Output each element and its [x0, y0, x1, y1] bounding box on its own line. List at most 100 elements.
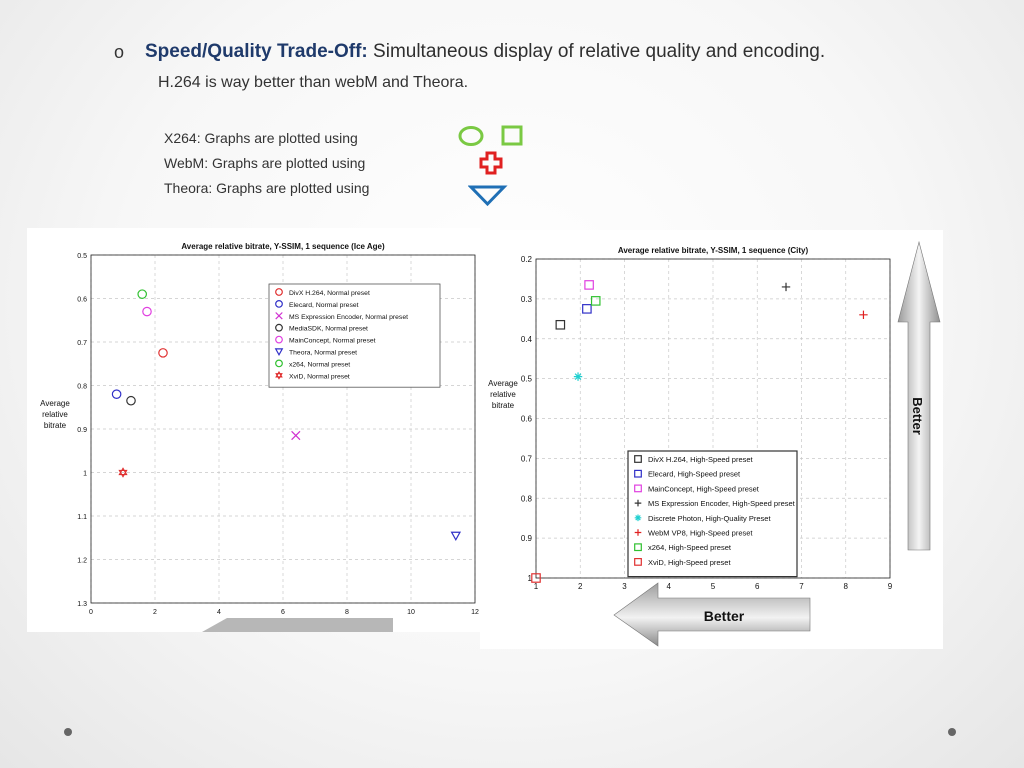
legend-entry: x264, Normal preset [289, 361, 350, 368]
x-tick-label: 3 [622, 582, 627, 591]
data-point-7 [531, 573, 541, 583]
blue-triangle-icon [468, 185, 508, 207]
x-tick-label: 1 [534, 582, 539, 591]
y-tick-label: 0.8 [521, 494, 533, 503]
legend-marker [634, 484, 642, 493]
x-tick-label: 2 [578, 582, 583, 591]
legend-box [268, 283, 441, 388]
heading-rest: Simultaneous display of relative quality… [367, 41, 826, 62]
plot-area-frame [90, 254, 476, 604]
x-tick-label: 8 [345, 609, 349, 616]
chart-city-panel: Average relative bitrate, Y-SSIM, 1 sequ… [480, 230, 943, 649]
y-tick-label: 0.4 [521, 335, 533, 344]
y-tick-label: 1.1 [77, 514, 87, 521]
y-tick-label: 0.9 [521, 534, 533, 543]
legend-marker [634, 558, 642, 566]
legend-entry: XviD, Normal preset [289, 373, 350, 380]
data-point-7 [118, 467, 128, 478]
y-tick-label: 0.6 [77, 297, 87, 304]
x-tick-label: 2 [153, 609, 157, 616]
slide-heading: Speed/Quality Trade-Off: Simultaneous di… [145, 41, 825, 63]
data-point-5 [859, 310, 868, 320]
legend-entry: MS Expression Encoder, Normal preset [289, 314, 408, 321]
legend-marker [275, 299, 283, 308]
y-axis-label: Average relative bitrate [488, 379, 518, 410]
x-tick-label: 12 [471, 609, 479, 616]
data-point-4 [142, 306, 152, 317]
better-arrow-left [613, 582, 811, 647]
y-tick-label: 1.3 [77, 601, 87, 608]
y-tick-label: 0.3 [521, 295, 533, 304]
slide-dot-right [948, 728, 956, 736]
data-point-2 [291, 430, 301, 441]
y-tick-label: 0.7 [521, 454, 533, 463]
legend-marker [275, 370, 283, 380]
legend-entry: MainConcept, High-Speed preset [648, 484, 760, 493]
data-point-1 [582, 304, 592, 314]
x-tick-label: 10 [407, 609, 415, 616]
data-point-5 [450, 531, 462, 542]
y-tick-label: 0.9 [77, 427, 87, 434]
x-tick-label: 4 [217, 609, 221, 616]
data-point-4 [573, 372, 583, 381]
legend-entry: Elecard, High-Speed preset [648, 470, 741, 479]
data-point-3 [781, 282, 791, 292]
legend-marker [634, 469, 642, 478]
data-point-2 [584, 280, 594, 290]
legend-line-x264: X264: Graphs are plotted using [164, 130, 358, 146]
x-tick-label: 6 [755, 582, 760, 591]
legend-entry: DivX H.264, Normal preset [289, 290, 370, 297]
legend-entry: DivX H.264, High-Speed preset [648, 455, 754, 464]
red-cross-icon [479, 151, 503, 175]
y-tick-label: 0.5 [521, 375, 533, 384]
slide-subline: H.264 is way better than webM and Theora… [158, 74, 469, 91]
legend-marker [634, 455, 642, 463]
legend-entry: XviD, High-Speed preset [648, 558, 731, 567]
data-point-0 [158, 348, 168, 358]
better-label-left: Better [704, 608, 745, 624]
data-point-1 [111, 389, 122, 399]
green-circle-and-square-icon [458, 125, 523, 146]
chart-ice-age: Average relative bitrate, Y-SSIM, 1 sequ… [40, 242, 479, 632]
y-tick-label: 1 [528, 574, 533, 583]
y-axis-label: Average relative bitrate [40, 399, 70, 430]
legend-entry: WebM VP8, High-Speed preset [648, 529, 753, 538]
data-point-3 [126, 395, 136, 406]
legend-entry: MS Expression Encoder, High-Speed preset [648, 499, 796, 508]
legend-entry: Discrete Photon, High-Quality Preset [648, 514, 771, 523]
legend-marker [275, 312, 283, 320]
y-tick-label: 0.5 [77, 253, 87, 260]
data-point-6 [137, 289, 147, 299]
heading-bold: Speed/Quality Trade-Off: [145, 41, 368, 62]
chart-city: Average relative bitrate, Y-SSIM, 1 sequ… [488, 240, 941, 647]
legend-marker [275, 323, 283, 332]
legend-marker [275, 335, 283, 344]
better-arrow-up [897, 240, 941, 551]
better-arrow-left-partial [202, 618, 393, 632]
y-tick-label: 1 [83, 471, 87, 478]
legend-marker [275, 288, 283, 296]
x-tick-label: 9 [888, 582, 893, 591]
y-tick-label: 0.8 [77, 384, 87, 391]
bullet-marker: o [114, 42, 125, 62]
legend-marker [634, 529, 642, 536]
x-tick-label: 6 [281, 609, 285, 616]
x-tick-label: 5 [711, 582, 716, 591]
legend-entry: MainConcept, Normal preset [289, 338, 376, 345]
x-tick-label: 0 [89, 609, 93, 616]
legend-line-webm: WebM: Graphs are plotted using [164, 155, 366, 171]
chart-title: Average relative bitrate, Y-SSIM, 1 sequ… [618, 246, 809, 255]
y-tick-label: 1.2 [77, 558, 87, 565]
chart-title: Average relative bitrate, Y-SSIM, 1 sequ… [181, 242, 385, 251]
x-tick-label: 4 [667, 582, 672, 591]
legend-entry: x264, High-Speed preset [648, 543, 732, 552]
legend-line-theora: Theora: Graphs are plotted using [164, 180, 370, 196]
legend-marker [275, 359, 283, 368]
chart-ice-age-panel: Average relative bitrate, Y-SSIM, 1 sequ… [27, 228, 481, 632]
y-tick-label: 0.2 [521, 255, 533, 264]
x-tick-label: 7 [799, 582, 804, 591]
legend-marker [274, 348, 284, 357]
x-tick-label: 8 [844, 582, 849, 591]
legend-entry: MediaSDK, Normal preset [289, 326, 368, 333]
data-point-0 [555, 319, 566, 330]
